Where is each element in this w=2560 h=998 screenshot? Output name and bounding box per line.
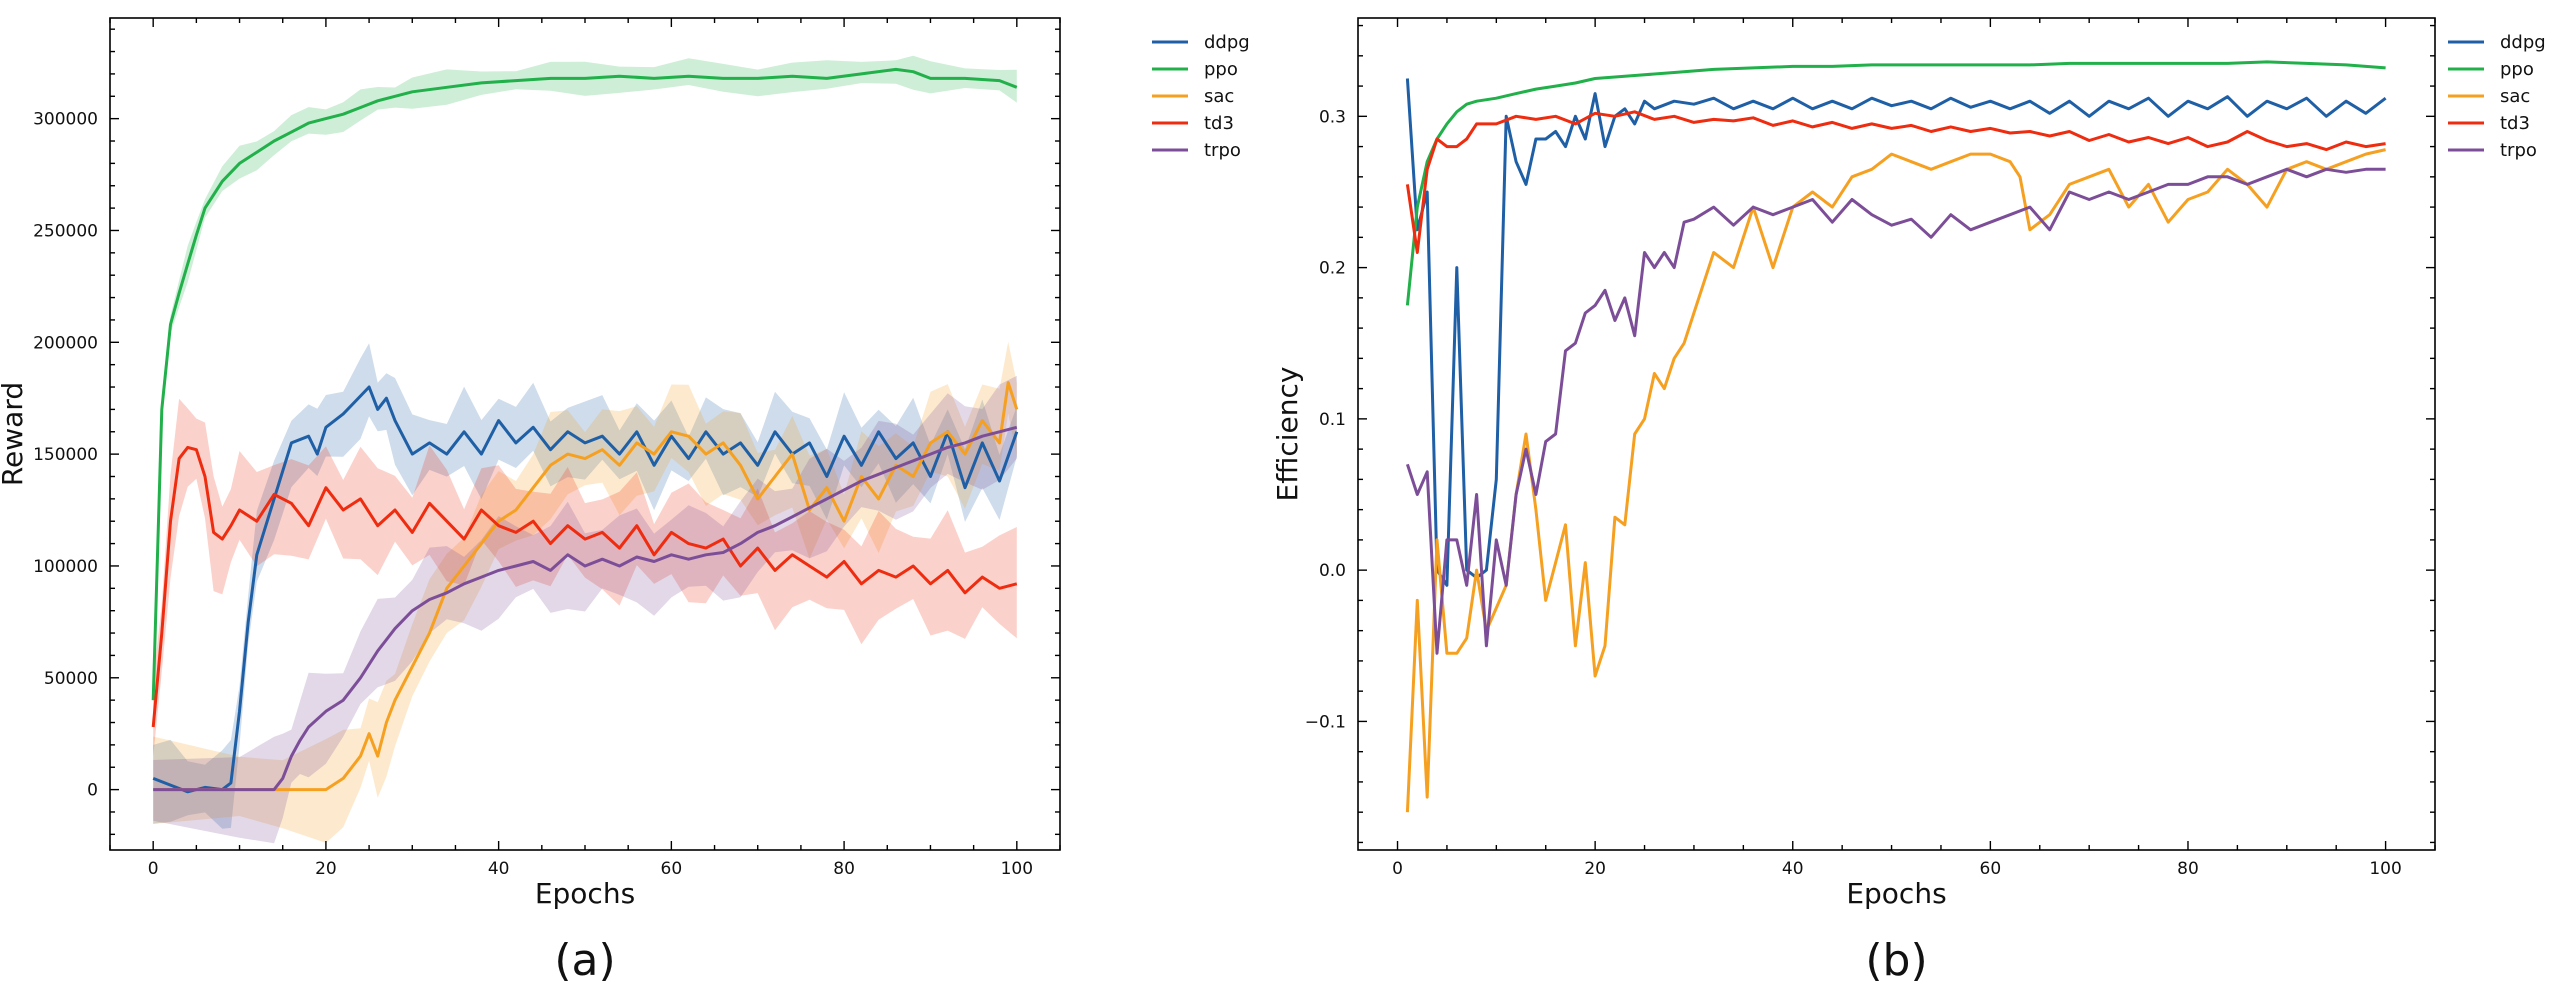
series-line-ddpg (152, 385, 1019, 794)
x-tick-label: 0 (1392, 859, 1403, 879)
legend-label-ppo: ppo (1204, 59, 1238, 80)
y-axis-title: Efficiency (1271, 367, 1304, 502)
series-line-td3 (1405, 110, 2386, 254)
series-line-sac (153, 381, 1019, 792)
y-axis-title: Reward (0, 382, 29, 486)
y-tick-label: 50000 (44, 669, 98, 689)
y-tick-label: 0.3 (1319, 107, 1346, 127)
legend-label-td3: td3 (2500, 113, 2530, 134)
x-tick-label: 40 (1782, 859, 1804, 879)
legend: ddpg ppo sac td3 trpo (2448, 32, 2546, 161)
legend-label-td3: td3 (1204, 113, 1234, 134)
y-tick-label: −0.1 (1305, 712, 1346, 732)
series-band-td3 (153, 398, 1017, 757)
legend-label-trpo: trpo (1204, 140, 1241, 161)
panel-caption: (b) (1865, 935, 1927, 986)
plot-area (1405, 60, 2387, 813)
axes-frame (1357, 17, 2436, 851)
legend-label-sac: sac (1204, 86, 1234, 107)
legend-label-trpo: trpo (2500, 140, 2537, 161)
x-tick-label: 100 (1001, 859, 1033, 879)
series-line-ppo (151, 67, 1018, 701)
x-tick-label: 20 (1584, 859, 1606, 879)
y-tick-label: 0.2 (1319, 259, 1346, 279)
y-tick-label: 300000 (33, 110, 98, 130)
y-tick-label: 200000 (33, 333, 98, 353)
plot-area (151, 55, 1019, 844)
legend-label-ddpg: ddpg (2500, 32, 2546, 53)
y-tick-label: 0 (87, 781, 98, 801)
legend-label-ddpg: ddpg (1204, 32, 1250, 53)
x-axis-title: Epochs (535, 877, 635, 910)
series-band-ppo (153, 55, 1017, 717)
series-line-trpo (153, 425, 1018, 792)
series-band-sac (153, 341, 1017, 843)
x-tick-label: 80 (833, 859, 855, 879)
y-tick-label: 0.1 (1319, 410, 1346, 430)
series-line-td3 (151, 445, 1018, 728)
x-tick-label: 40 (488, 859, 510, 879)
series-band-trpo (153, 375, 1017, 844)
panel-b-efficiency-chart: 0 20 40 60 80 100 −0.1 0.0 0.1 0.2 0.3 Epochs Effici… (1271, 17, 2546, 986)
series-line-sac (1405, 148, 2386, 813)
y-tick-label: 100000 (33, 557, 98, 577)
x-tick-label: 80 (2177, 859, 2199, 879)
x-tick-label: 20 (315, 859, 337, 879)
x-tick-label: 0 (148, 859, 159, 879)
y-tick-label: 250000 (33, 221, 98, 241)
series-line-trpo (1405, 167, 2386, 655)
legend-label-ppo: ppo (2500, 59, 2534, 80)
panel-caption: (a) (554, 935, 615, 986)
x-tick-label: 100 (2369, 859, 2401, 879)
panel-a-reward-chart: 0 20 40 60 80 100 0 50000 100000 150000 200000 2500… (0, 17, 1250, 986)
series-band-ddpg (153, 343, 1017, 829)
legend: ddpg ppo sac td3 trpo (1152, 32, 1250, 161)
legend-label-sac: sac (2500, 86, 2530, 107)
y-tick-label: 150000 (33, 445, 98, 465)
y-tick-label: 0.0 (1319, 561, 1346, 581)
series-line-ppo (1405, 60, 2386, 306)
x-axis-title: Epochs (1846, 877, 1946, 910)
x-tick-label: 60 (661, 859, 683, 879)
x-tick-label: 60 (1980, 859, 2002, 879)
series-line-ddpg (1405, 78, 2387, 587)
